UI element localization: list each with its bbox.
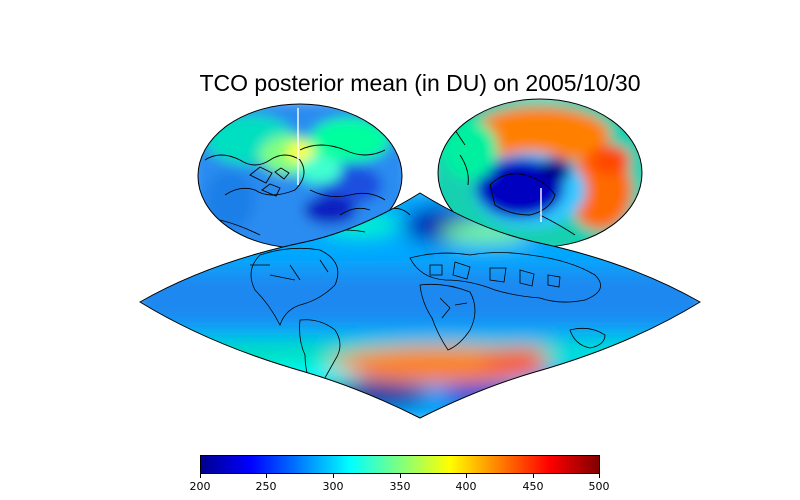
north-polar-map bbox=[197, 103, 403, 249]
colorbar-tick bbox=[599, 474, 600, 478]
colorbar-tick bbox=[333, 474, 334, 478]
colorbar-tick bbox=[533, 474, 534, 478]
figure-title: TCO posterior mean (in DU) on 2005/10/30 bbox=[199, 70, 641, 96]
world-map bbox=[139, 192, 701, 419]
colorbar-tick-label: 450 bbox=[522, 480, 544, 493]
colorbar-tick bbox=[400, 474, 401, 478]
colorbar-tick bbox=[466, 474, 467, 478]
colorbar-tick-label: 400 bbox=[455, 480, 477, 493]
colorbar bbox=[200, 455, 600, 474]
colorbar-tick-label: 500 bbox=[588, 480, 610, 493]
colorbar-tick-label: 250 bbox=[255, 480, 277, 493]
colorbar-tick bbox=[266, 474, 267, 478]
colorbar-tick-label: 350 bbox=[389, 480, 411, 493]
colorbar-tick-label: 300 bbox=[322, 480, 344, 493]
colorbar-tick-label: 200 bbox=[189, 480, 211, 493]
ozone-map-panels bbox=[139, 98, 701, 419]
colorbar-tick bbox=[200, 474, 201, 478]
